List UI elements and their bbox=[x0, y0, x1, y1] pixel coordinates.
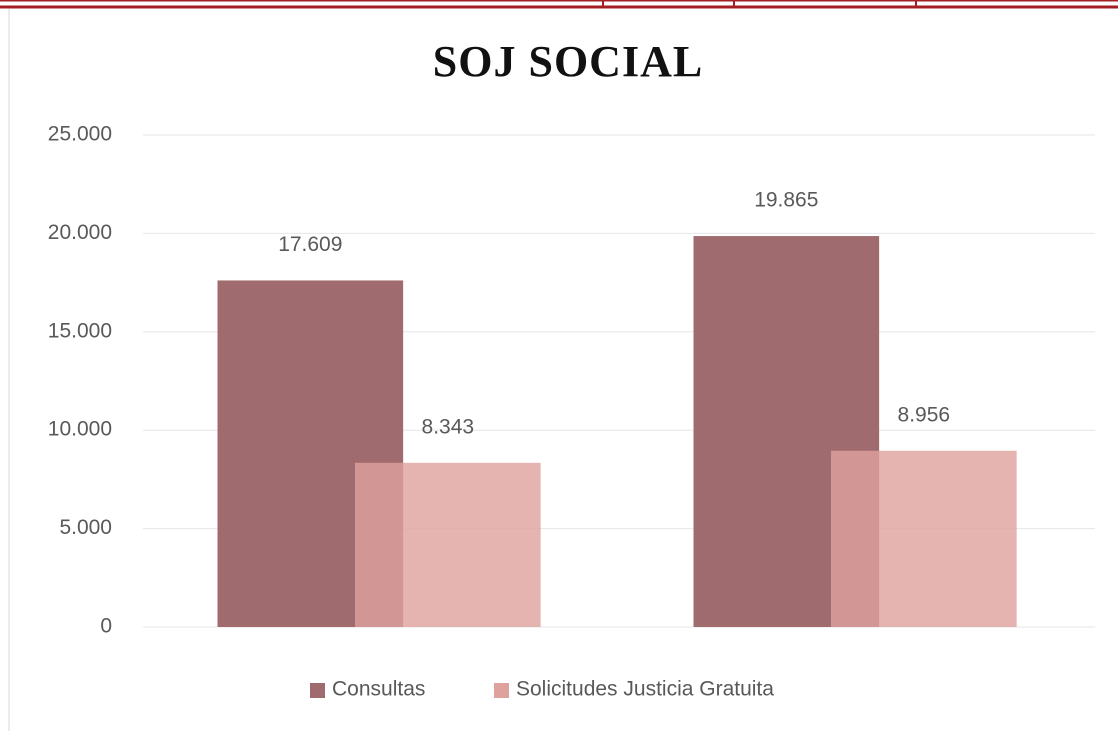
legend-label: Consultas bbox=[332, 678, 425, 701]
value-label: 17.609 bbox=[278, 233, 342, 256]
value-label: 8.343 bbox=[422, 415, 475, 438]
chart-title: SOJ SOCIAL bbox=[433, 37, 703, 86]
y-tick-label: 10.000 bbox=[48, 418, 112, 441]
y-tick-label: 25.000 bbox=[48, 123, 112, 146]
y-tick-label: 0 bbox=[100, 615, 112, 638]
y-tick-label: 20.000 bbox=[48, 221, 112, 244]
legend-swatch bbox=[310, 683, 325, 698]
legend-swatch bbox=[494, 683, 509, 698]
legend-label: Solicitudes Justicia Gratuita bbox=[516, 678, 774, 701]
y-tick-label: 15.000 bbox=[48, 319, 112, 342]
bar bbox=[831, 450, 1017, 627]
y-tick-label: 5.000 bbox=[59, 516, 112, 539]
bar bbox=[355, 462, 541, 627]
value-label: 8.956 bbox=[898, 403, 951, 426]
value-label: 19.865 bbox=[754, 189, 818, 212]
